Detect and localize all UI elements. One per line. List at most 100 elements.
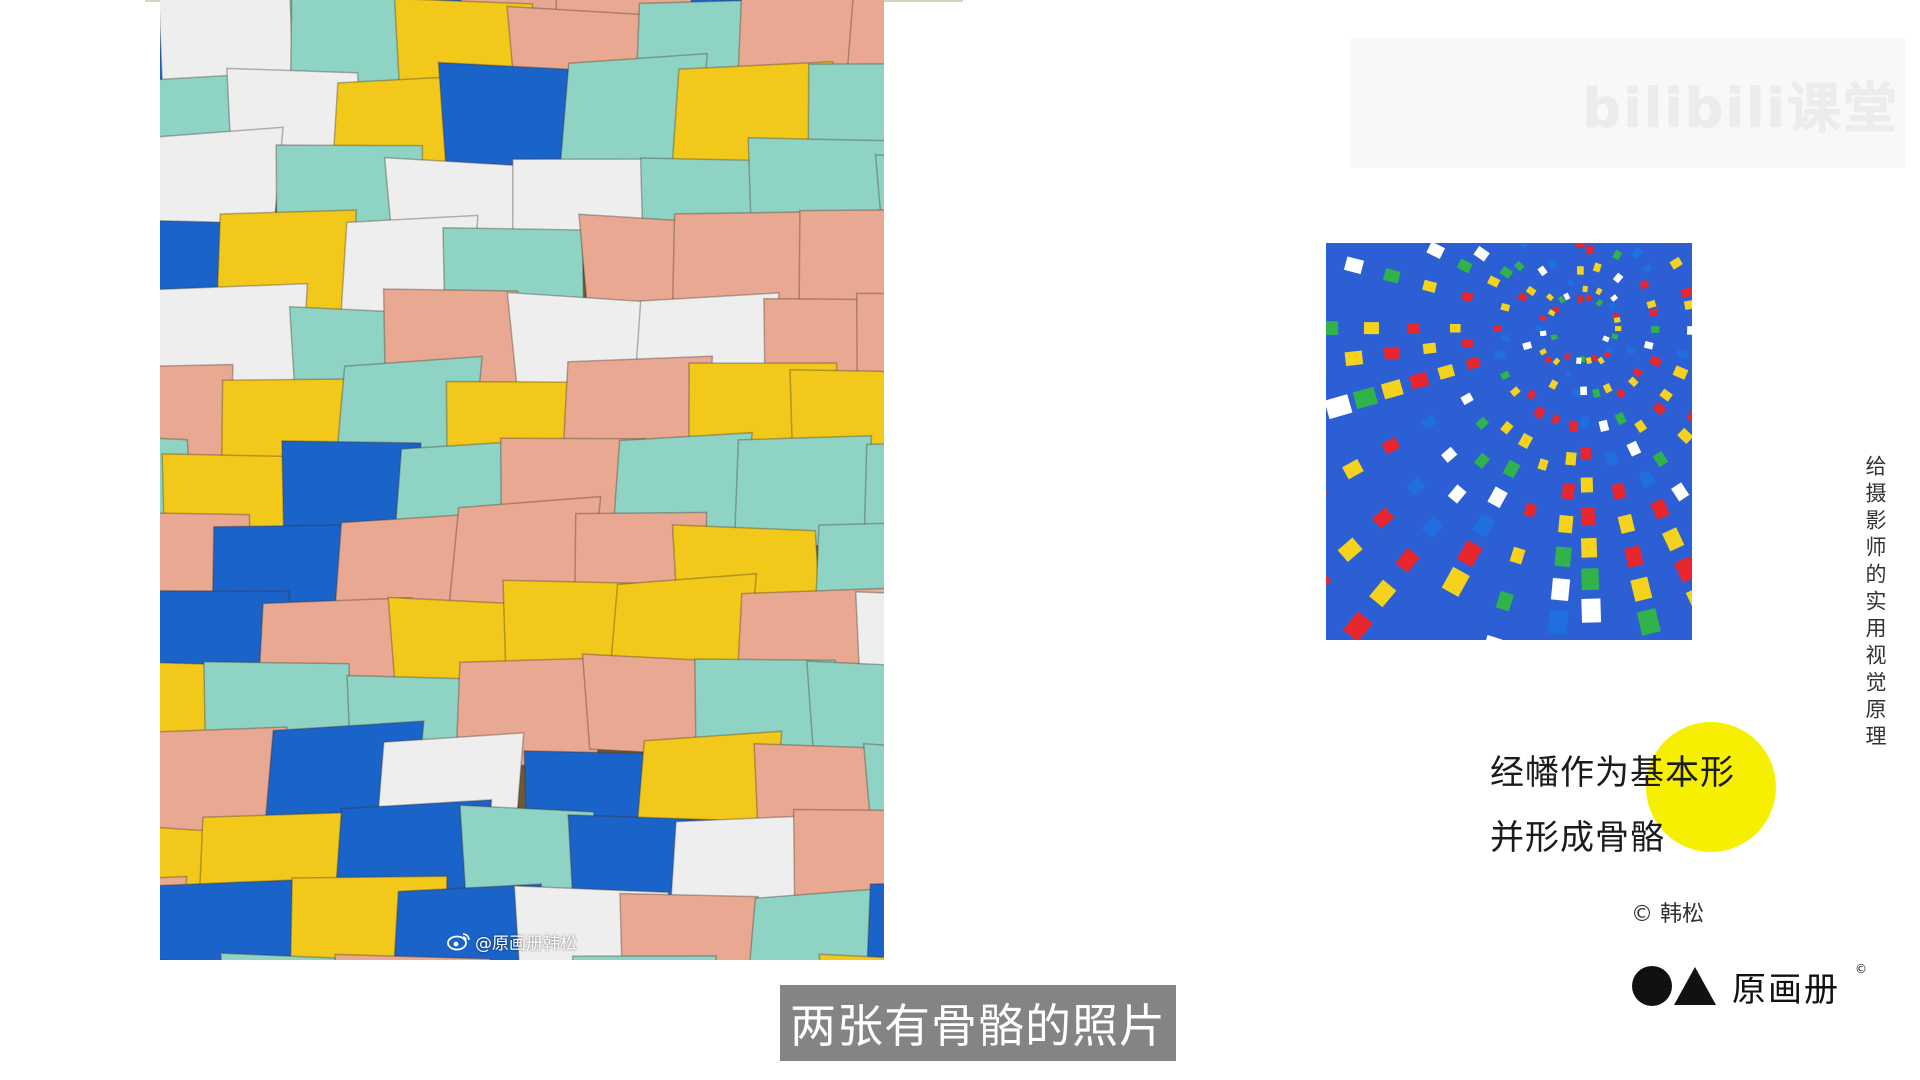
sky-flag [1509, 386, 1521, 397]
sky-flag [1449, 323, 1461, 333]
brand-logo: 原画册 [1632, 964, 1840, 1010]
sky-flag [1683, 299, 1692, 311]
sky-flag [1580, 386, 1588, 396]
sky-flag [1639, 279, 1650, 290]
sky-flag [1677, 427, 1692, 445]
sky-flag [1426, 243, 1446, 259]
sky-flag [1643, 341, 1654, 350]
sky-flag [1363, 322, 1379, 335]
sky-flag [1638, 469, 1656, 489]
sky-flag [1517, 292, 1529, 303]
sky-flag [1526, 389, 1537, 400]
flag-patch [571, 955, 717, 960]
sky-flag [1539, 314, 1547, 322]
sky-flag [1572, 388, 1580, 398]
sky-flag [1552, 305, 1560, 314]
sky-flag [1648, 308, 1659, 317]
sky-flag [1613, 317, 1621, 324]
sky-flag [1502, 459, 1521, 479]
sky-flag [1441, 566, 1470, 597]
sky-flag [1614, 325, 1622, 332]
sky-flag [1669, 256, 1683, 270]
sky-flag [1326, 321, 1339, 335]
sky-flag [1525, 285, 1537, 297]
sky-flag [1687, 326, 1692, 335]
sky-flag [1554, 546, 1572, 568]
sky-flag [1581, 568, 1600, 591]
prayer-flags-mosaic-photo [160, 0, 884, 960]
sky-flag [1580, 447, 1592, 461]
watermark-text: @原画册韩松 [475, 933, 577, 954]
caption-line-1: 经幡作为基本形 [1490, 753, 1735, 793]
sky-flag [1537, 265, 1548, 277]
sky-flag [1603, 350, 1612, 359]
sky-flag [1632, 367, 1644, 378]
flag-patch [806, 660, 884, 769]
sky-flag [1493, 348, 1507, 361]
sky-flag [1495, 590, 1514, 612]
sky-flag [1595, 287, 1603, 296]
sky-flag [1492, 324, 1502, 332]
sky-flag [1646, 299, 1657, 309]
sky-flag [1580, 416, 1590, 428]
sky-flag [1642, 263, 1653, 274]
sky-flag [1598, 419, 1610, 433]
sky-flag [1500, 420, 1514, 435]
flag-patch [807, 63, 884, 164]
sky-flag [1500, 303, 1511, 312]
sky-flag [1421, 516, 1444, 539]
sky-flag [1626, 440, 1642, 457]
sky-flag [1461, 338, 1474, 349]
sky-flag [1636, 608, 1661, 636]
caption-line-2: 并形成骨骼 [1490, 818, 1665, 858]
sky-flag [1500, 334, 1510, 343]
sky-flag [1460, 392, 1474, 406]
sky-flag [1625, 345, 1636, 355]
sky-flag [1659, 388, 1673, 402]
mosaic-image [160, 0, 884, 960]
sky-flag [1582, 285, 1589, 293]
triangle-icon [1674, 967, 1716, 1005]
sky-flag [1472, 513, 1496, 538]
sky-flag [1422, 279, 1438, 293]
sky-flag [1673, 556, 1692, 584]
sky-flag [1585, 356, 1593, 365]
highlight-dot [1646, 722, 1776, 852]
sky-flag [1499, 370, 1511, 381]
sky-flag [1550, 333, 1558, 341]
sky-flag [1552, 357, 1561, 366]
flag-patch [749, 887, 884, 960]
flag-patch [619, 892, 761, 960]
sky-flag [1550, 577, 1571, 602]
sky-flag [1337, 537, 1363, 562]
sky-flag [1580, 507, 1596, 526]
sky-flag [1611, 333, 1619, 340]
sky-flag [1563, 352, 1572, 361]
sky-flag [1610, 294, 1619, 302]
sky-flag [1580, 537, 1598, 558]
sky-flag [1461, 291, 1474, 303]
sky-flag [1539, 330, 1547, 337]
sky-flag [1546, 293, 1554, 302]
sky-flag [1516, 243, 1531, 249]
sky-flag [1499, 265, 1514, 279]
sky-flag [1342, 611, 1373, 640]
flag-patch [818, 953, 884, 960]
sky-flag [1557, 295, 1566, 304]
sky-flag [1383, 268, 1401, 284]
prayer-flags-sky-photo [1326, 243, 1692, 640]
sky-flag [1595, 298, 1604, 307]
sky-flag [1344, 350, 1364, 367]
sky-flag [1568, 420, 1579, 432]
sky-flag [1539, 348, 1548, 356]
flag-patch [393, 883, 543, 960]
sky-flag [1662, 527, 1685, 552]
sky-flag [1577, 266, 1584, 275]
sky-flag [1612, 249, 1623, 261]
sky-flag [1441, 446, 1458, 463]
sky-flag [1380, 379, 1404, 400]
sky-flag [1602, 383, 1613, 394]
sky-flag [1544, 356, 1553, 364]
sky-flag [1605, 346, 1614, 354]
sky-flag [1567, 279, 1575, 287]
